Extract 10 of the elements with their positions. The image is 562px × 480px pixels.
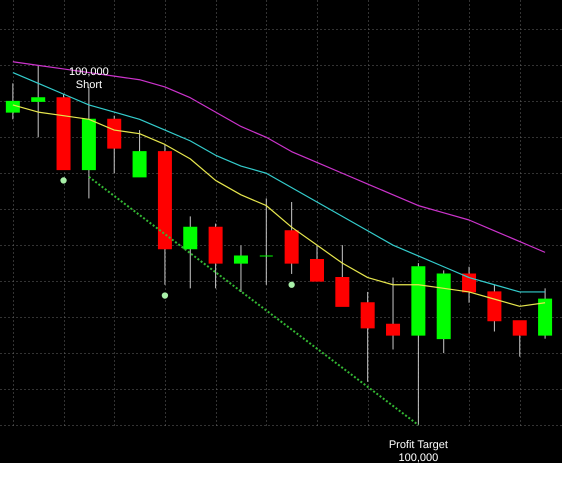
candlestick <box>259 198 274 286</box>
candlestick <box>310 244 324 282</box>
candlestick <box>234 244 248 292</box>
candlestick <box>6 82 20 120</box>
candlestick <box>386 277 400 350</box>
text: Profit Target 100,000 <box>388 439 448 464</box>
candlestick <box>31 64 46 138</box>
candlestick <box>183 216 198 289</box>
candlestick <box>512 320 527 358</box>
candlestick <box>462 266 476 304</box>
